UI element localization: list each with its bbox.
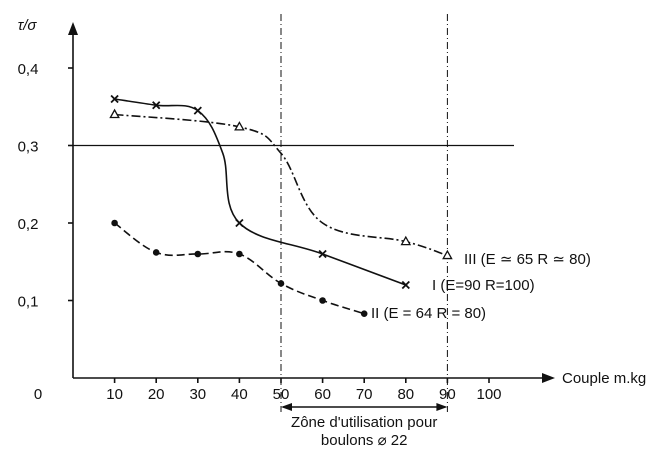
x-marker (110, 94, 119, 104)
x-tick-label: 50 (273, 386, 290, 403)
x-tick-label: 20 (148, 386, 165, 403)
y-tick-label: 0,2 (18, 216, 39, 233)
y-tick-label: 0,4 (18, 61, 39, 78)
x-axis-label: Couple m.kg (562, 370, 646, 387)
series-label: III (E ≃ 65 R ≃ 80) (464, 251, 591, 268)
y-axis-arrow (68, 22, 78, 35)
x-tick-label: 60 (314, 386, 331, 403)
zone-arrow-right (436, 403, 448, 411)
zone-label-line2: boulons ⌀ 22 (321, 432, 408, 449)
x-tick-label: 40 (231, 386, 248, 403)
dot-marker (277, 280, 285, 287)
y-tick-label: 0,1 (18, 294, 39, 311)
x-tick-label: 10 (106, 386, 123, 403)
series-line (114, 222, 365, 315)
x-tick-label: 80 (397, 386, 414, 403)
triangle-marker (442, 249, 453, 260)
x-marker (318, 249, 327, 259)
series-label: II (E = 64 R = 80) (371, 305, 486, 322)
y-axis-label: τ/σ (18, 17, 38, 34)
x-tick-label: 30 (189, 386, 206, 403)
x-tick-label: 90 (439, 386, 456, 403)
series-line (114, 98, 407, 286)
x-marker (235, 218, 244, 228)
x-marker (401, 280, 410, 290)
dot-marker (236, 250, 243, 258)
dot-marker (111, 219, 118, 227)
x-marker (193, 106, 202, 115)
x-axis-arrow (542, 373, 555, 383)
y-tick-label: 0,3 (18, 139, 39, 156)
series-label: I (E=90 R=100) (432, 277, 535, 294)
triangle-marker (109, 108, 120, 119)
triangle-marker (234, 121, 245, 131)
dot-marker (360, 310, 368, 317)
dot-marker (194, 250, 202, 258)
dot-marker (319, 297, 326, 304)
origin-label: 0 (34, 386, 42, 403)
dot-marker (152, 249, 160, 256)
triangle-marker (400, 235, 412, 246)
x-tick-label: 70 (356, 386, 373, 403)
zone-label-line1: Zône d'utilisation pour (291, 414, 437, 431)
x-tick-label: 100 (476, 386, 501, 403)
zone-arrow-left (281, 403, 292, 411)
x-marker (152, 101, 161, 110)
